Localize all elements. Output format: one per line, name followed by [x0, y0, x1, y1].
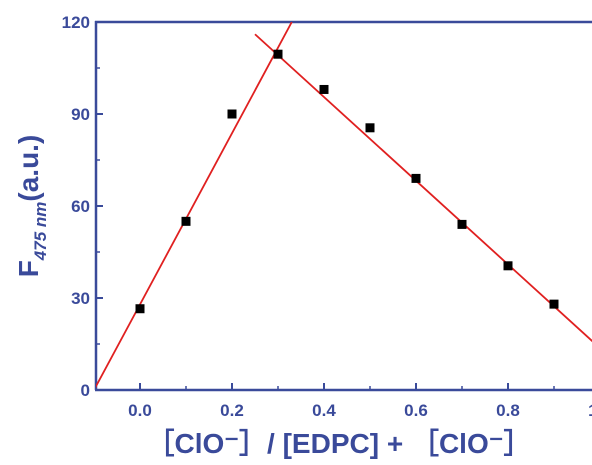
x-tick-label: 0.2 [220, 401, 244, 420]
x-tick-label: 0.4 [312, 401, 336, 420]
data-point [135, 304, 145, 314]
data-point [319, 84, 329, 94]
data-point [457, 219, 467, 229]
fit-lines [96, 22, 592, 389]
y-axis-title-suffix: (a.u.) [13, 135, 44, 202]
x-tick-label: 0.0 [128, 401, 152, 420]
y-tick-label: 60 [71, 197, 90, 216]
data-points [135, 49, 559, 314]
data-point [411, 173, 421, 183]
axis-ticks [96, 21, 555, 391]
fit-line [96, 22, 293, 389]
x-tick-label: 0.8 [496, 401, 520, 420]
x-axis-title: ［ClO⁻］/ [EDPC] + ［ClO⁻］ [146, 428, 531, 459]
data-point [181, 216, 191, 226]
y-axis-title-subscript: 475 nm [31, 202, 50, 262]
y-axis-title: F475 nm(a.u.) [13, 135, 50, 278]
y-tick-label: 30 [71, 289, 90, 308]
y-axis-title-main: F [13, 260, 44, 277]
y-tick-label: 0 [81, 381, 90, 400]
x-tick-label: 0.6 [404, 401, 428, 420]
data-point [227, 109, 237, 119]
data-point [503, 261, 513, 271]
y-tick-label: 90 [71, 105, 90, 124]
x-tick-label: 1.0 [588, 401, 592, 420]
y-tick-label: 120 [62, 13, 90, 32]
data-point [549, 299, 559, 309]
data-point [365, 123, 375, 133]
tick-labels: 0.0 0.2 0.4 0.6 0.8 1.0 0 30 60 90 120 [62, 13, 592, 420]
fit-line [254, 33, 592, 343]
data-point [273, 49, 283, 59]
